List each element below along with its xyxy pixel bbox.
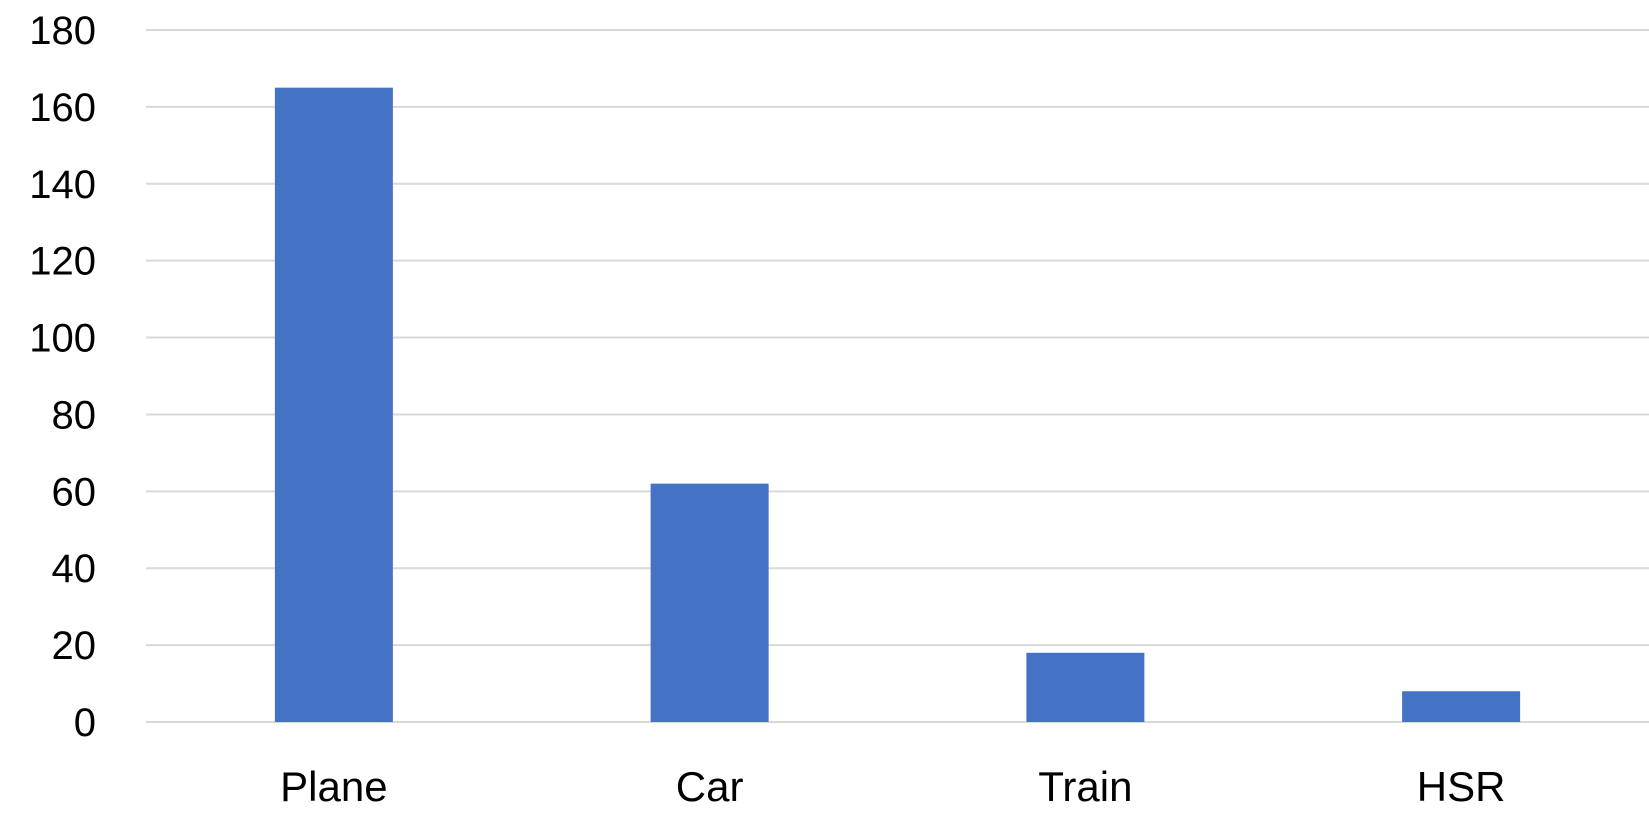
x-category-label-plane: Plane <box>280 763 387 810</box>
bar-plane <box>274 87 393 722</box>
bar-train <box>1026 652 1145 722</box>
x-category-label-car: Car <box>676 763 744 810</box>
y-tick-label: 60 <box>52 470 97 514</box>
y-tick-label: 140 <box>29 163 96 207</box>
bars <box>274 87 1521 722</box>
y-tick-label: 0 <box>74 701 96 745</box>
y-tick-label: 180 <box>29 9 96 53</box>
y-tick-label: 40 <box>52 547 97 591</box>
y-tick-label: 120 <box>29 240 96 284</box>
y-tick-label: 160 <box>29 86 96 130</box>
x-category-label-train: Train <box>1038 763 1132 810</box>
bar-car <box>650 483 769 722</box>
x-axis-category-labels: Plane Car Train HSR <box>280 763 1505 810</box>
y-tick-label: 80 <box>52 393 97 437</box>
gridlines <box>146 29 1649 723</box>
y-tick-label: 100 <box>29 317 96 361</box>
y-axis-tick-labels: 0 20 40 60 80 100 120 140 160 180 <box>29 9 96 745</box>
x-category-label-hsr: HSR <box>1417 763 1506 810</box>
bar-hsr <box>1402 691 1521 722</box>
y-tick-label: 20 <box>52 624 97 668</box>
